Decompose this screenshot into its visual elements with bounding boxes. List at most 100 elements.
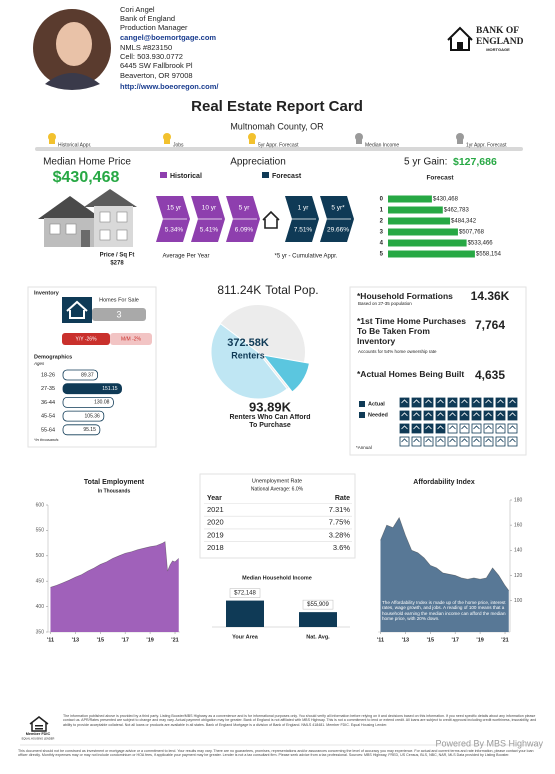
- house-icon-roof: [497, 412, 504, 417]
- income-category: Your Area: [232, 634, 259, 640]
- house-icon: [495, 436, 506, 447]
- age-bar: [62, 396, 114, 408]
- sqft-label: Price / Sq Ft: [100, 253, 135, 259]
- house-icon: [411, 397, 422, 408]
- house-icon-roof: [413, 399, 420, 404]
- demographics-title: Demographics: [34, 354, 72, 360]
- house-icon-roof: [485, 399, 492, 404]
- age-value: 151.15: [102, 386, 118, 392]
- agent-email: cangel@boemortgage.com: [120, 33, 216, 42]
- house-icon-roof: [497, 399, 504, 404]
- agent-cell: Cell: 503.930.0772: [120, 52, 183, 61]
- median-price-label: Median Home Price: [43, 157, 131, 168]
- indicator-label: Median Income: [365, 142, 399, 148]
- house-icon-roof: [497, 425, 504, 430]
- house-icon-roof: [401, 425, 408, 430]
- indicator-icon-part: [356, 139, 362, 144]
- income-bar: [226, 600, 264, 627]
- indicator-icon: [456, 133, 464, 144]
- income-bar: [299, 612, 337, 627]
- agent-name: Cori Angel: [120, 5, 155, 14]
- forecast-category: 3: [380, 230, 384, 236]
- house-icon: [471, 436, 482, 447]
- x-tick-label: '21: [171, 637, 178, 643]
- x-tick-label: '11: [377, 637, 384, 643]
- x-tick-label: '15: [427, 637, 434, 643]
- house-icon-roof: [437, 425, 444, 430]
- appreciation-note: *5 yr - Cumulative Appr.: [274, 254, 337, 260]
- disclaimer: The information published above is provi…: [63, 714, 537, 727]
- appreciation-note: Average Per Year: [163, 254, 210, 260]
- table-rate: 7.75%: [329, 518, 351, 527]
- house-icon-roof: [449, 425, 456, 430]
- house-icon: [459, 436, 470, 447]
- house-icon-roof: [461, 412, 468, 417]
- mm-pill: [110, 333, 152, 345]
- housing-legend-swatch: [359, 412, 365, 418]
- house-icon: [399, 436, 410, 447]
- forecast-category: 4: [380, 241, 384, 247]
- house-icon-roof: [449, 399, 456, 404]
- indicator-label: 1yr Appr. Forecast: [466, 142, 507, 148]
- indicator-icon-part: [49, 139, 55, 144]
- sqft-value: $278: [110, 261, 124, 267]
- age-bar: [62, 383, 122, 395]
- house-icon-roof: [509, 425, 516, 430]
- y-tick-label: 400: [36, 604, 45, 610]
- report-subtitle: Multnomah County, OR: [230, 121, 324, 131]
- appreciation-title: Appreciation: [230, 157, 286, 168]
- forecast-value-label: $430,468: [433, 197, 459, 203]
- table-year: 2021: [207, 505, 224, 514]
- forecast-bar: [388, 239, 467, 247]
- house-icon-roof: [485, 438, 492, 443]
- fdic-logo: [29, 716, 49, 732]
- table-year: 2020: [207, 518, 224, 527]
- population-total-label: Total Pop.: [265, 283, 318, 297]
- forecast-value-label: $533,466: [468, 241, 494, 247]
- age-label: 36-44: [41, 400, 55, 406]
- housing-legend-label: Actual: [368, 401, 385, 407]
- house-icon-roof: [437, 412, 444, 417]
- age-value: 130.08: [94, 400, 110, 406]
- house-icon: [411, 410, 422, 421]
- housing-label: *Actual Homes Being Built: [357, 369, 465, 379]
- house-icon: [447, 410, 458, 421]
- table-header: Rate: [335, 495, 350, 502]
- house-icon-roof: [437, 438, 444, 443]
- house-icon-roof: [425, 438, 432, 443]
- house-icon-roof: [485, 412, 492, 417]
- population-title: 811.24K Total Pop.: [217, 283, 318, 297]
- house-icon: [459, 423, 470, 434]
- table-header: Year: [207, 495, 222, 502]
- affordability-title: Affordability Index: [413, 479, 475, 486]
- indicator-icon: [163, 133, 171, 144]
- legend-swatch: [160, 172, 167, 178]
- logo-text: BANK OF: [476, 26, 519, 36]
- y-tick-label: 550: [36, 528, 45, 534]
- indicator-label: Jobs: [173, 142, 184, 148]
- unemployment-subtitle: National Average: 6.0%: [251, 486, 304, 492]
- disclaimer-frame: This document should not be construed as…: [18, 749, 533, 757]
- employment-subtitle: In Thousands: [98, 488, 131, 494]
- forecast-bar: [388, 250, 475, 258]
- agent-photo: [33, 9, 111, 90]
- homes-label: Homes For Sale: [99, 297, 139, 303]
- housing-note: Accounts for 54% home ownership rate: [358, 349, 437, 354]
- house-icon-roof: [509, 412, 516, 417]
- house-icon: [459, 410, 470, 421]
- indicator-icon: [48, 133, 56, 144]
- affordability-note-frame: The Affordability Index is made up of th…: [382, 600, 506, 621]
- unemployment-title: Unemployment Rate: [252, 478, 302, 484]
- house-icon: [435, 436, 446, 447]
- forecast-bar: [388, 228, 458, 236]
- house-icon: [471, 410, 482, 421]
- afford-value: 93.89K: [249, 399, 292, 414]
- renters-label: Renters: [231, 350, 265, 360]
- y-tick-label: 350: [36, 629, 45, 635]
- house-icon: [411, 436, 422, 447]
- inventory-house-icon: [62, 297, 92, 323]
- house-icon-roof: [401, 412, 408, 417]
- house-icon-roof: [473, 438, 480, 443]
- house-icon: [423, 397, 434, 408]
- house-icon: [435, 397, 446, 408]
